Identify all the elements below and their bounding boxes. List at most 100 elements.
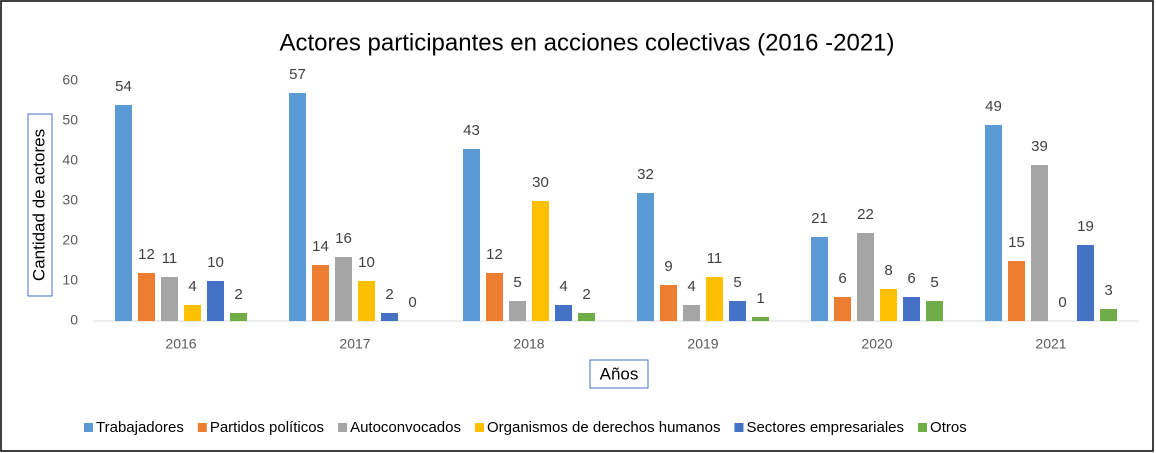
y-tick-label: 30 <box>62 192 78 208</box>
bar <box>532 201 549 321</box>
data-label: 49 <box>985 98 1002 115</box>
data-label: 30 <box>532 174 549 191</box>
bar <box>660 285 677 321</box>
chart-title: Actores participantes en acciones colect… <box>280 29 895 56</box>
bar <box>729 301 746 321</box>
bar <box>381 313 398 321</box>
bar <box>138 273 155 321</box>
data-label: 5 <box>930 274 938 291</box>
data-label: 15 <box>1008 234 1025 251</box>
bar <box>335 257 352 321</box>
data-label: 1 <box>756 290 764 307</box>
data-label: 39 <box>1031 138 1048 155</box>
data-label: 9 <box>664 258 672 275</box>
legend-label: Autoconvocados <box>350 419 461 436</box>
data-label: 2 <box>385 286 393 303</box>
bar <box>903 297 920 321</box>
data-label: 6 <box>907 270 915 287</box>
data-label: 21 <box>811 210 828 227</box>
y-tick-label: 60 <box>62 72 78 88</box>
y-tick-label: 50 <box>62 112 78 128</box>
bar <box>1031 165 1048 321</box>
legend-label: Otros <box>930 419 967 436</box>
legend-label: Organismos de derechos humanos <box>487 419 720 436</box>
bar <box>706 277 723 321</box>
data-label: 32 <box>637 166 654 183</box>
data-label: 12 <box>486 246 503 263</box>
legend-label: Trabajadores <box>96 419 184 436</box>
legend-swatch <box>474 423 484 432</box>
bar <box>880 289 897 321</box>
bar <box>752 317 769 321</box>
data-label: 5 <box>513 274 521 291</box>
bar <box>1077 245 1094 321</box>
y-axis-label: Cantidad de actores <box>29 129 48 281</box>
x-tick-label: 2019 <box>687 336 718 352</box>
data-label: 10 <box>358 254 375 271</box>
data-label: 11 <box>162 250 178 267</box>
data-label: 8 <box>884 262 892 279</box>
bar <box>289 93 306 321</box>
bar <box>637 193 654 321</box>
y-label-box <box>27 113 53 297</box>
y-tick-label: 10 <box>62 272 78 288</box>
data-label: 4 <box>559 278 567 295</box>
data-label: 54 <box>115 78 132 95</box>
data-label: 10 <box>207 254 224 271</box>
data-label: 16 <box>335 230 352 247</box>
data-label: 14 <box>312 238 329 255</box>
bar <box>985 125 1002 321</box>
data-label: 4 <box>188 278 196 295</box>
bar <box>207 281 224 321</box>
x-tick-label: 2018 <box>513 336 544 352</box>
data-label: 2 <box>582 286 590 303</box>
data-label: 3 <box>1104 282 1112 299</box>
bar <box>1008 261 1025 321</box>
legend-swatch <box>734 423 744 432</box>
bar <box>115 105 132 321</box>
legend-swatch <box>84 423 93 432</box>
bar <box>161 277 178 321</box>
bar <box>358 281 375 321</box>
bar <box>857 233 874 321</box>
bar <box>578 313 595 321</box>
y-tick-label: 20 <box>62 232 78 248</box>
x-tick-label: 2020 <box>861 336 892 352</box>
data-label: 11 <box>707 250 723 267</box>
legend-swatch <box>338 423 348 432</box>
data-label: 6 <box>838 270 846 287</box>
bar <box>486 273 503 321</box>
x-label-box <box>589 359 649 389</box>
bar <box>926 301 943 321</box>
data-label: 12 <box>138 246 155 263</box>
data-label: 0 <box>1058 294 1066 311</box>
bar <box>811 237 828 321</box>
y-tick-label: 0 <box>70 312 78 328</box>
data-label: 2 <box>234 286 242 303</box>
legend-label: Partidos políticos <box>210 419 324 436</box>
data-label: 22 <box>857 206 874 223</box>
data-label: 43 <box>463 122 480 139</box>
legend-label: Sectores empresariales <box>746 419 904 436</box>
bar <box>463 149 480 321</box>
bar <box>509 301 526 321</box>
x-tick-label: 2021 <box>1035 336 1066 352</box>
data-label: 4 <box>687 278 695 295</box>
bar <box>312 265 329 321</box>
data-label: 0 <box>408 294 416 311</box>
legend-swatch <box>197 423 207 432</box>
y-tick-label: 40 <box>62 152 78 168</box>
data-label: 19 <box>1077 218 1094 235</box>
data-label: 5 <box>733 274 741 291</box>
legend-swatch <box>918 423 928 432</box>
data-label: 57 <box>289 66 306 83</box>
bar <box>834 297 851 321</box>
bar <box>184 305 201 321</box>
x-tick-label: 2017 <box>339 336 370 352</box>
x-axis-label: Años <box>600 364 639 383</box>
bar <box>230 313 247 321</box>
bar <box>555 305 572 321</box>
bar <box>683 305 700 321</box>
